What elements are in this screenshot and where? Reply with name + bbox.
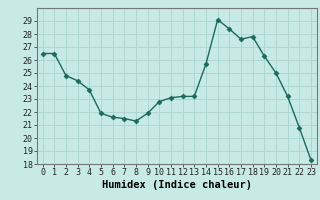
X-axis label: Humidex (Indice chaleur): Humidex (Indice chaleur) [102, 180, 252, 190]
